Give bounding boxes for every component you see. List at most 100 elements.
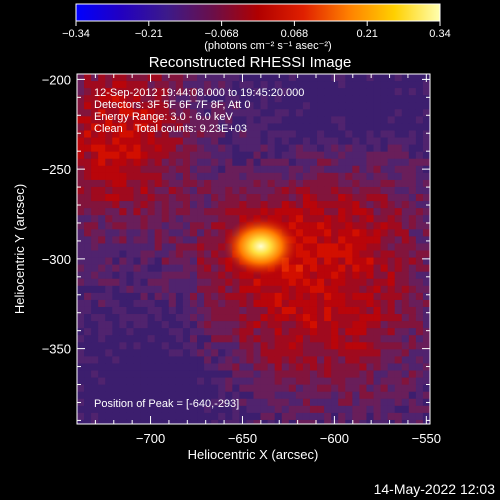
heatmap-cell <box>189 243 198 251</box>
heatmap-cell <box>147 292 156 301</box>
heatmap-cell <box>302 116 311 124</box>
heatmap-cell <box>331 356 339 364</box>
heatmap-cell <box>197 257 205 266</box>
heatmap-cell <box>387 215 396 223</box>
heatmap-cell <box>345 81 353 89</box>
heatmap-cell <box>119 292 127 301</box>
heatmap-cell <box>119 299 127 308</box>
heatmap-cell <box>98 229 106 237</box>
heatmap-cell <box>373 391 381 400</box>
heatmap-cell <box>140 356 148 364</box>
heatmap-cell <box>324 278 332 287</box>
heatmap-cell <box>408 222 417 230</box>
heatmap-cell <box>147 328 156 336</box>
heatmap-cell <box>211 363 219 371</box>
heatmap-cell <box>218 158 226 167</box>
heatmap-cell <box>366 314 374 322</box>
heatmap-cell <box>211 264 219 273</box>
heatmap-cell <box>197 377 205 386</box>
heatmap-cell <box>309 398 318 407</box>
heatmap-cell <box>147 172 156 181</box>
heatmap-cell <box>77 215 85 223</box>
heatmap-cell <box>317 335 325 343</box>
heatmap-cell <box>168 271 177 280</box>
heatmap-cell <box>154 151 163 160</box>
heatmap-cell <box>232 314 240 322</box>
heatmap-cell <box>415 363 424 371</box>
heatmap-cell <box>338 130 346 138</box>
heatmap-cell <box>246 356 254 364</box>
heatmap-cell <box>197 335 205 343</box>
heatmap-cell <box>408 250 417 258</box>
heatmap-cell <box>147 271 156 280</box>
heatmap-cell <box>197 391 205 400</box>
heatmap-cell <box>401 271 410 280</box>
heatmap-cell <box>317 250 325 258</box>
heatmap-cell <box>175 243 184 251</box>
heatmap-cell <box>317 419 325 424</box>
heatmap-cell <box>288 335 297 343</box>
heatmap-cell <box>133 236 141 244</box>
heatmap-cell <box>147 370 156 378</box>
heatmap-cell <box>352 179 360 188</box>
heatmap-cell <box>154 299 163 308</box>
heatmap-cell <box>324 137 332 145</box>
heatmap-cell <box>98 306 106 315</box>
heatmap-cell <box>175 229 184 237</box>
heatmap-cell <box>415 384 424 393</box>
heatmap-cell <box>267 165 276 174</box>
heatmap-cell <box>302 321 311 329</box>
heatmap-cell <box>112 201 120 209</box>
heatmap-cell <box>77 179 85 188</box>
heatmap-cell <box>274 201 283 209</box>
heatmap-cell <box>408 271 417 280</box>
heatmap-cell <box>274 384 283 393</box>
heatmap-cell <box>119 74 127 82</box>
heatmap-cell <box>147 335 156 343</box>
heatmap-cell <box>373 328 381 336</box>
heatmap-cell <box>232 172 240 181</box>
y-tick-label: −250 <box>42 162 71 177</box>
heatmap-cell <box>415 412 424 421</box>
heatmap-cell <box>112 151 120 160</box>
heatmap-cell <box>394 328 403 336</box>
heatmap-cell <box>119 405 127 414</box>
heatmap-cell <box>373 321 381 329</box>
heatmap-cell <box>154 370 163 378</box>
heatmap-cell <box>359 363 367 371</box>
heatmap-cell <box>189 158 198 167</box>
heatmap-cell <box>119 278 127 287</box>
heatmap-cell <box>267 328 276 336</box>
heatmap-cell <box>147 130 156 138</box>
heatmap-cell <box>175 363 184 371</box>
heatmap-cell <box>324 74 332 82</box>
heatmap-cell <box>84 243 92 251</box>
heatmap-cell <box>324 186 332 195</box>
heatmap-cell <box>140 81 148 89</box>
heatmap-cell <box>387 398 396 407</box>
heatmap-cell <box>84 335 92 343</box>
heatmap-cell <box>373 285 381 294</box>
heatmap-cell <box>295 81 304 89</box>
heatmap-cell <box>232 215 240 223</box>
heatmap-cell <box>175 335 184 343</box>
heatmap-cell <box>295 102 304 110</box>
heatmap-cell <box>211 306 219 315</box>
heatmap-cell <box>175 278 184 287</box>
heatmap-cell <box>225 271 233 280</box>
heatmap-cell <box>126 243 134 251</box>
heatmap-cell <box>182 179 191 188</box>
heatmap-cell <box>175 109 184 117</box>
heatmap-cell <box>77 81 85 89</box>
heatmap-cell <box>302 130 311 138</box>
heatmap-cell <box>359 179 367 188</box>
heatmap-cell <box>394 412 403 421</box>
heatmap-cell <box>422 222 430 230</box>
heatmap-cell <box>366 328 374 336</box>
heatmap-cell <box>161 74 170 82</box>
heatmap-cell <box>133 271 141 280</box>
heatmap-cell <box>168 151 177 160</box>
heatmap-cell <box>267 405 276 414</box>
heatmap-cell <box>260 102 269 110</box>
heatmap-cell <box>288 342 297 350</box>
